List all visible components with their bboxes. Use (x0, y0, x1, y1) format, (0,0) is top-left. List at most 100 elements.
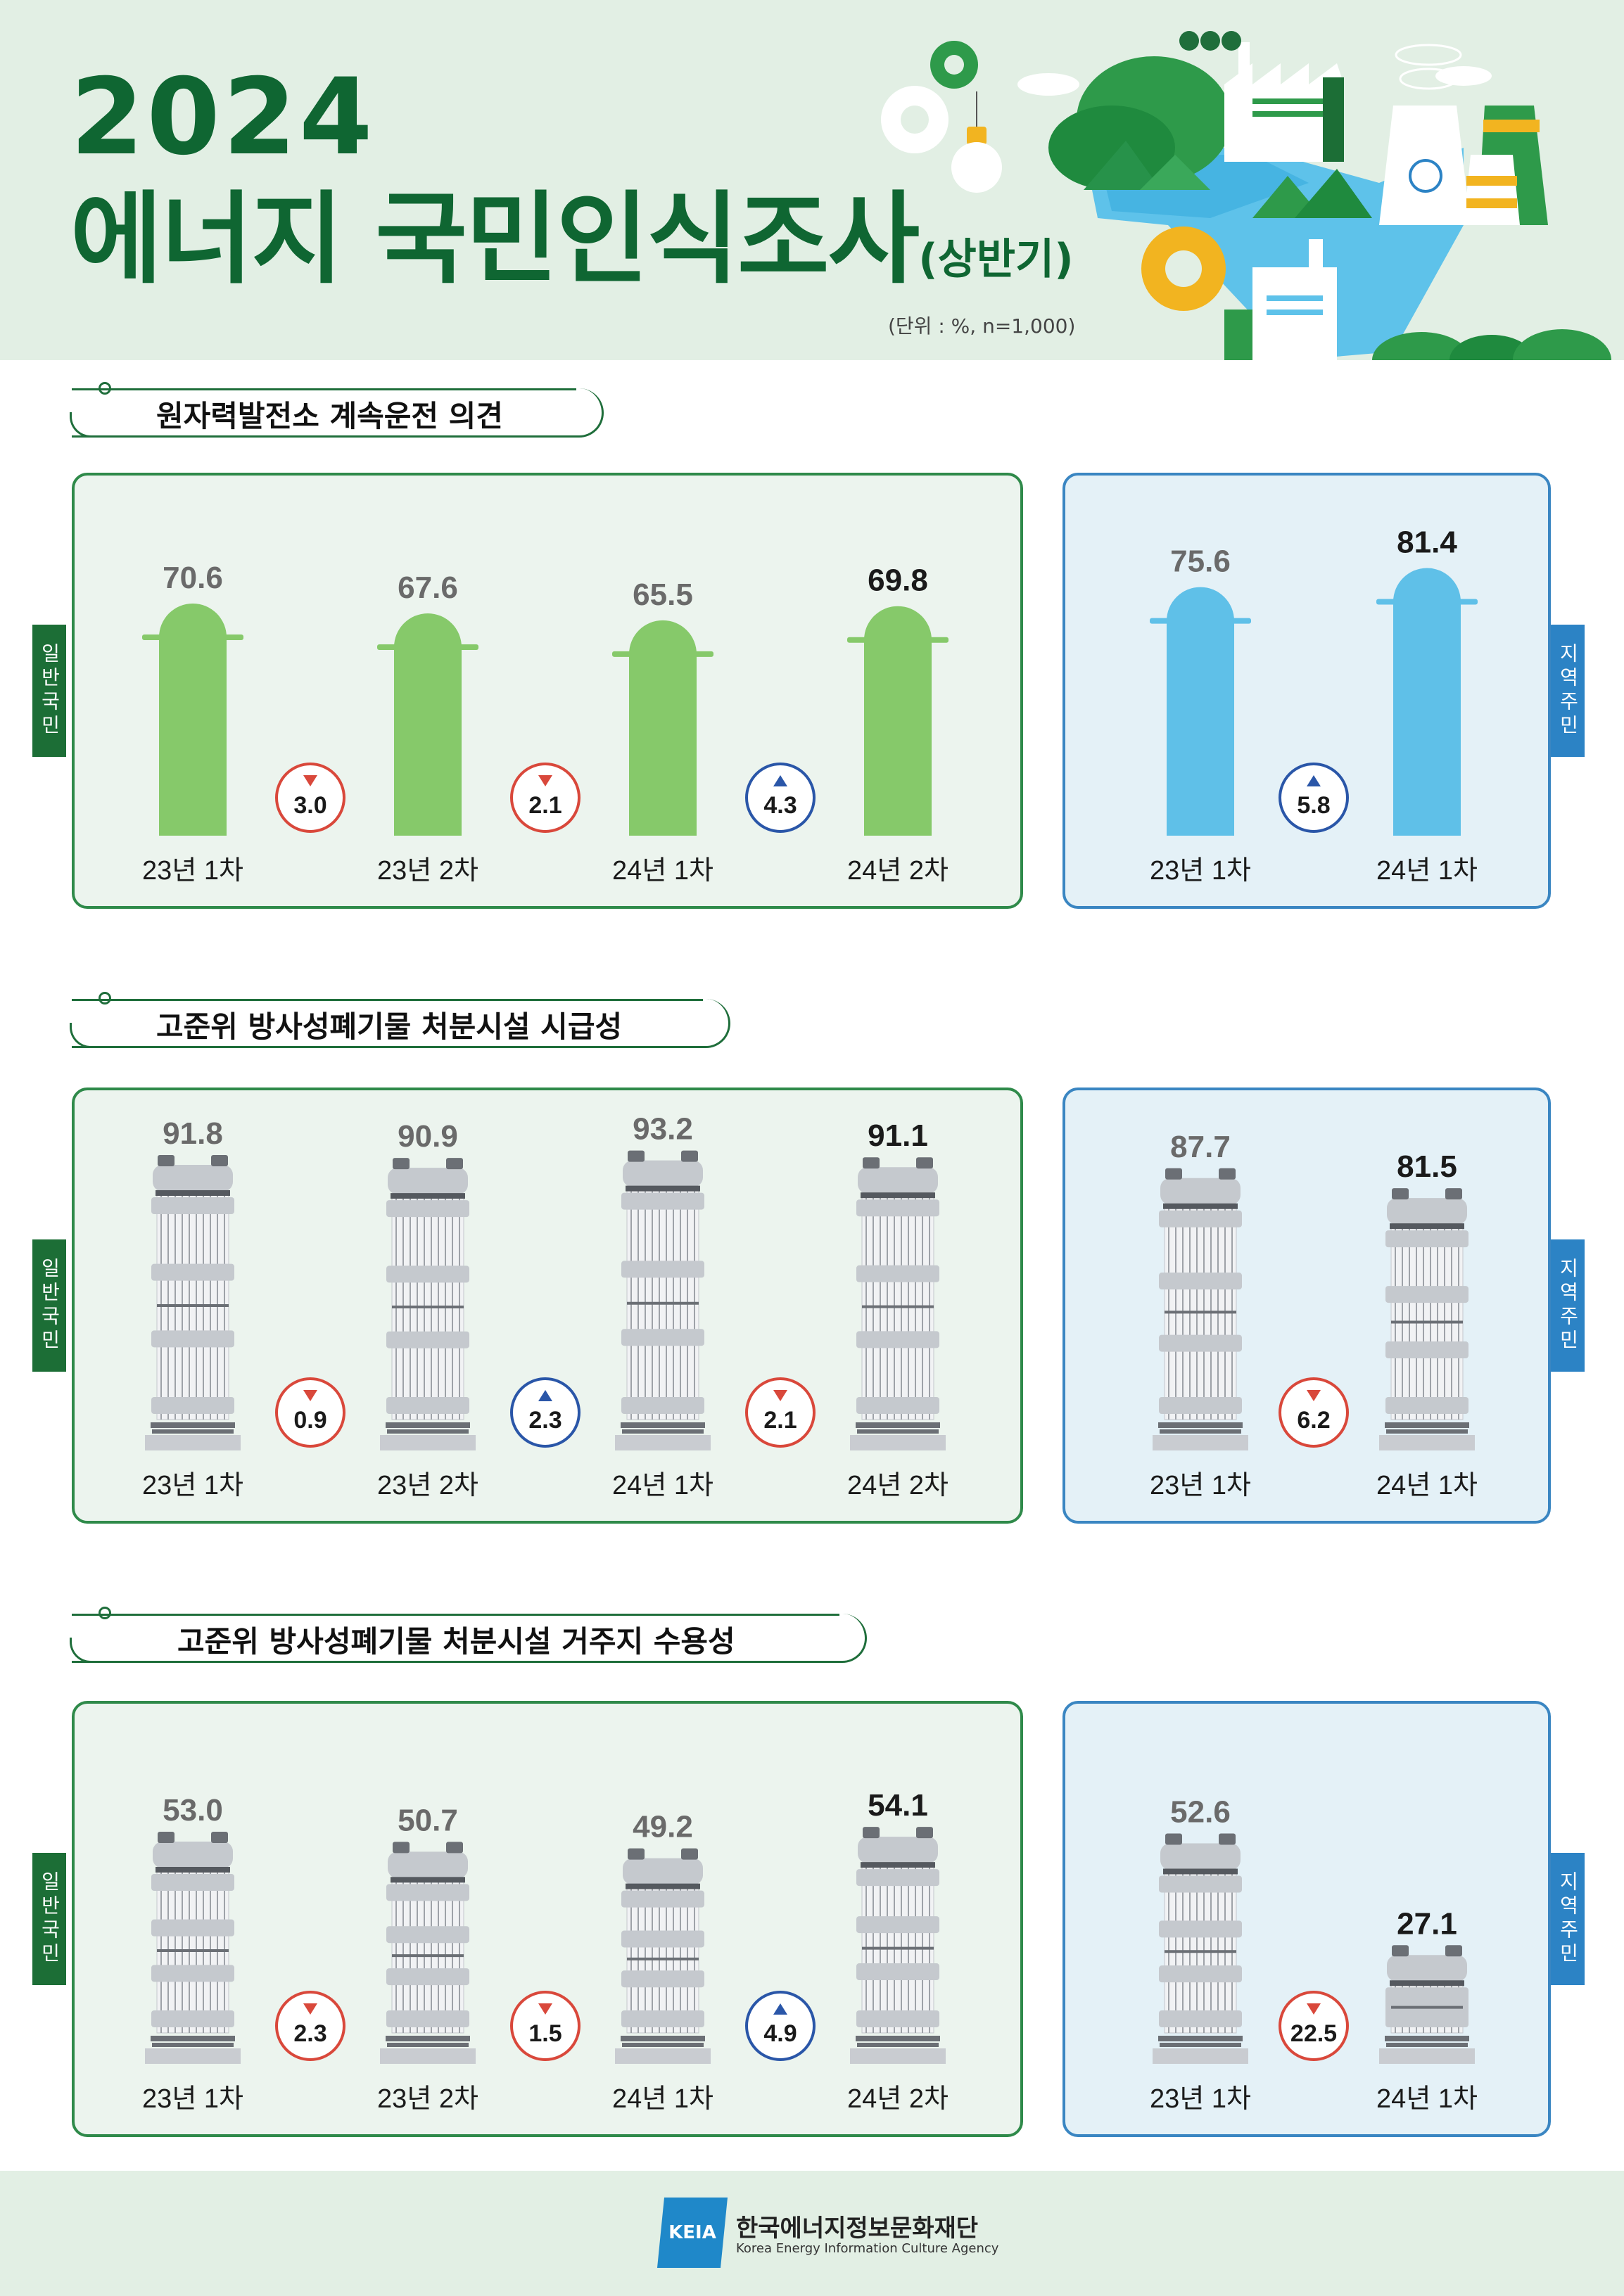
s3-general-4-category-label: 24년 2차 (847, 2084, 949, 2114)
s3-local-2-category-label: 24년 1차 (1376, 2084, 1478, 2114)
s3-general-change-3-value: 4.9 (763, 2020, 797, 2047)
s3-general-3-category-label: 24년 1차 (612, 2084, 713, 2114)
section-2-general-tab: 일반국민 (32, 1239, 66, 1372)
s3-general-3-bar (615, 1848, 711, 2064)
s3-general-1-bar (145, 1832, 241, 2064)
s2-local-2-category-label: 24년 1차 (1376, 1471, 1478, 1500)
s1-local-change-1-value: 5.8 (1297, 792, 1330, 819)
s1-general-change-1-value: 3.0 (293, 792, 326, 819)
s2-general-4-bar (850, 1157, 946, 1450)
section-3-local-tab: 지역주민 (1551, 1853, 1585, 1985)
section-3-local-panel (1062, 1701, 1551, 2137)
s3-general-2-category-label: 23년 2차 (377, 2084, 478, 2114)
org-name-ko: 한국에너지정보문화재단 (736, 2214, 979, 2243)
s2-general-change-2-value: 2.3 (528, 1407, 562, 1434)
s1-general-3-data-label: 65.5 (633, 578, 693, 612)
s2-local-change-1: 6.2 (1279, 1377, 1349, 1448)
s2-general-change-2: 2.3 (510, 1377, 581, 1448)
s1-general-change-2: 2.1 (510, 763, 581, 833)
s2-general-1-data-label: 91.8 (163, 1116, 223, 1151)
s1-general-1-data-label: 70.6 (163, 561, 223, 595)
s1-general-change-1: 3.0 (275, 763, 345, 833)
section-3-dot (99, 1607, 111, 1619)
s1-local-change-1: 5.8 (1279, 763, 1349, 833)
s3-general-change-2-value: 1.5 (528, 2020, 562, 2047)
s3-general-change-1: 2.3 (275, 1991, 345, 2061)
s2-general-change-3-value: 2.1 (763, 1407, 797, 1434)
s1-local-2-bar (1376, 568, 1478, 836)
section-3-general-tab: 일반국민 (32, 1853, 66, 1985)
section-3-title: 고준위 방사성폐기물 처분시설 거주지 수용성 (177, 1624, 735, 1659)
s3-local-change-1: 22.5 (1279, 1991, 1349, 2061)
s1-general-2-data-label: 67.6 (398, 570, 458, 605)
s3-local-2-data-label: 27.1 (1397, 1906, 1457, 1941)
s2-general-4-category-label: 24년 2차 (847, 1471, 949, 1500)
s1-general-change-2-value: 2.1 (528, 792, 562, 819)
s2-general-2-category-label: 23년 2차 (377, 1471, 478, 1500)
org-name-en: Korea Energy Information Culture Agency (736, 2241, 999, 2256)
keia-logo: KEIA (657, 2198, 728, 2268)
s3-local-1-bar (1153, 1833, 1248, 2064)
s1-local-2-category-label: 24년 1차 (1376, 856, 1478, 886)
s2-general-change-1: 0.9 (275, 1377, 345, 1448)
section-2-local-tab: 지역주민 (1551, 1239, 1585, 1372)
s3-local-1-category-label: 23년 1차 (1150, 2084, 1251, 2114)
s2-general-2-data-label: 90.9 (398, 1119, 458, 1154)
section-2-dot (99, 992, 111, 1005)
s2-local-2-data-label: 81.5 (1397, 1149, 1457, 1184)
s2-general-change-3: 2.1 (745, 1377, 816, 1448)
s3-general-2-data-label: 50.7 (398, 1803, 458, 1837)
s2-general-1-category-label: 23년 1차 (142, 1471, 243, 1500)
s3-general-4-bar (850, 1827, 946, 2064)
s3-local-1-data-label: 52.6 (1170, 1794, 1231, 1829)
s1-general-2-category-label: 23년 2차 (377, 856, 478, 886)
s1-local-2-data-label: 81.4 (1397, 525, 1457, 560)
page-title: 에너지 국민인식조사(상반기) (70, 190, 1074, 290)
section-1-local-tab: 지역주민 (1551, 625, 1585, 757)
header-banner: 2024 에너지 국민인식조사(상반기) (단위 : %, n=1,000) (0, 0, 1624, 360)
s2-general-1-bar (145, 1155, 241, 1450)
s3-general-change-2: 1.5 (510, 1991, 581, 2061)
s1-general-change-3: 4.3 (745, 763, 816, 833)
section-1-general-tab: 일반국민 (32, 625, 66, 757)
s3-general-1-data-label: 53.0 (163, 1793, 223, 1828)
section-1-title: 원자력발전소 계속운전 의견 (156, 399, 503, 433)
s3-general-change-3: 4.9 (745, 1991, 816, 2061)
s1-local-1-category-label: 23년 1차 (1150, 856, 1251, 886)
s2-general-2-bar (380, 1158, 476, 1450)
unit-note: (단위 : %, n=1,000) (888, 314, 1076, 338)
title-text: 에너지 국민인식조사 (70, 181, 920, 298)
s2-local-1-bar (1153, 1168, 1248, 1450)
footer (0, 2171, 1624, 2296)
s3-general-change-1-value: 2.3 (293, 2020, 326, 2047)
s2-general-change-1-value: 0.9 (293, 1407, 326, 1434)
s1-general-4-bar (847, 606, 949, 836)
s2-local-change-1-value: 6.2 (1297, 1407, 1330, 1434)
s2-local-2-bar (1379, 1188, 1475, 1450)
s3-local-change-1-value: 22.5 (1290, 2020, 1337, 2047)
s1-general-4-category-label: 24년 2차 (847, 856, 949, 886)
s1-local-1-bar (1150, 587, 1251, 836)
s2-general-3-category-label: 24년 1차 (612, 1471, 713, 1500)
section-2-title: 고준위 방사성폐기물 처분시설 시급성 (156, 1009, 623, 1044)
s1-general-1-category-label: 23년 1차 (142, 856, 243, 886)
s3-general-2-bar (380, 1842, 476, 2064)
section-1-local-panel (1062, 473, 1551, 909)
s3-general-3-data-label: 49.2 (633, 1810, 693, 1844)
s1-general-1-bar (142, 604, 243, 836)
title-subtitle: (상반기) (918, 235, 1074, 284)
s3-general-1-category-label: 23년 1차 (142, 2084, 243, 2114)
s2-general-3-bar (615, 1150, 711, 1450)
s3-general-4-data-label: 54.1 (868, 1788, 928, 1823)
s1-general-4-data-label: 69.8 (868, 563, 928, 598)
s1-general-3-bar (612, 620, 713, 836)
s3-local-2-bar (1379, 1945, 1475, 2064)
title-year: 2024 (70, 56, 376, 179)
s1-general-3-category-label: 24년 1차 (612, 856, 713, 886)
s1-general-change-3-value: 4.3 (763, 792, 797, 819)
s2-general-3-data-label: 93.2 (633, 1112, 693, 1147)
s1-local-1-data-label: 75.6 (1170, 544, 1231, 579)
s2-local-1-category-label: 23년 1차 (1150, 1471, 1251, 1500)
energy-illustration (881, 31, 1611, 360)
